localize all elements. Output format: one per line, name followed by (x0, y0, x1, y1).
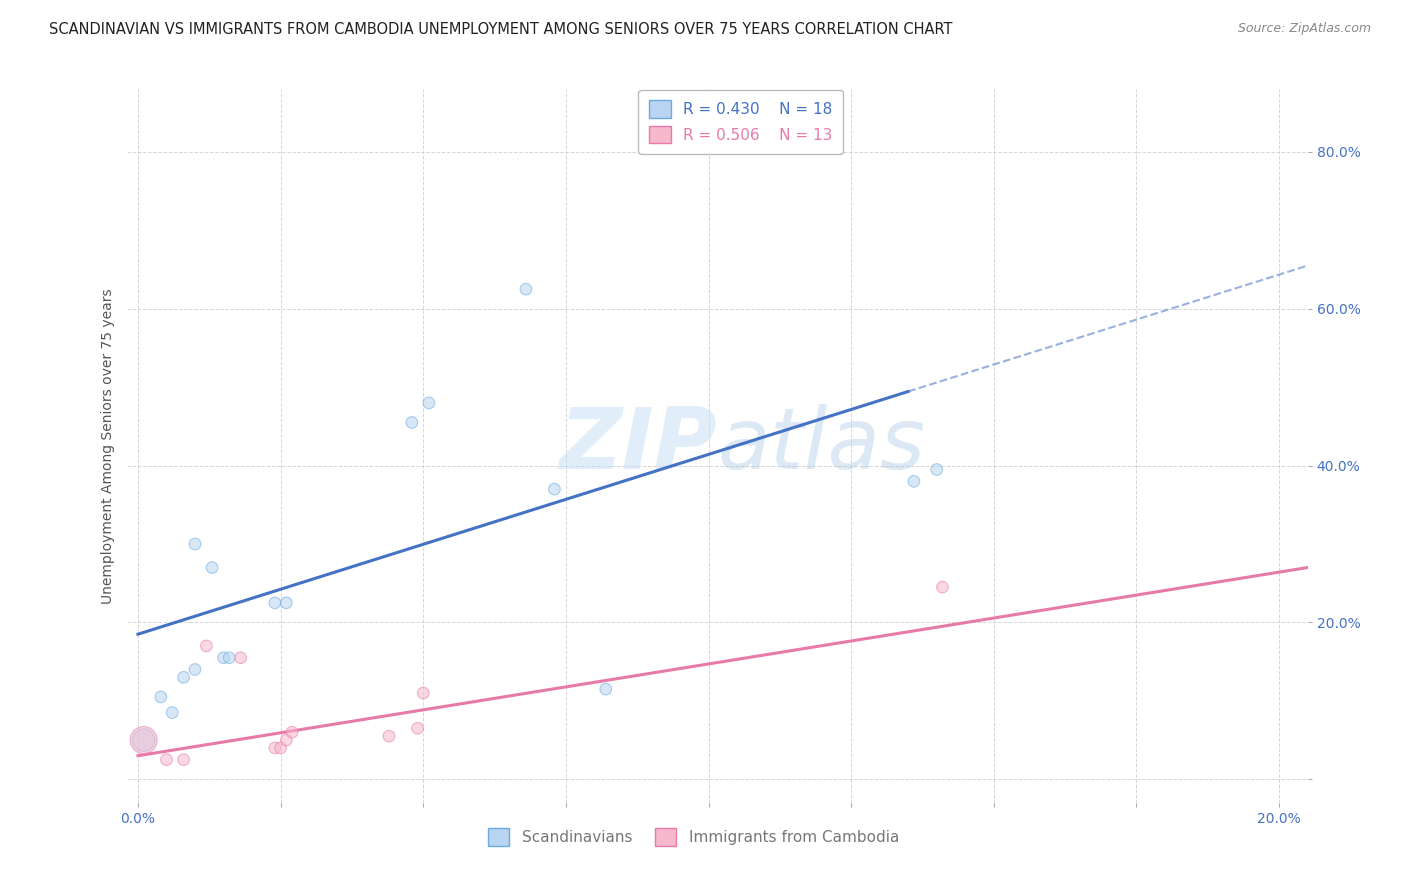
Point (270, 740, 292, 755)
Point (132, 733, 155, 747)
Point (218, 650, 240, 665)
Point (515, 282, 537, 296)
Point (903, 475, 925, 489)
Point (418, 396, 440, 410)
Text: SCANDINAVIAN VS IMMIGRANTS FROM CAMBODIA UNEMPLOYMENT AMONG SENIORS OVER 75 YEAR: SCANDINAVIAN VS IMMIGRANTS FROM CAMBODIA… (49, 22, 953, 37)
Point (412, 686, 434, 700)
Text: ZIP: ZIP (560, 404, 717, 488)
Point (184, 537, 207, 551)
Point (595, 682, 617, 697)
Point (281, 725, 304, 739)
Point (195, 639, 218, 653)
Point (543, 482, 565, 496)
Text: atlas: atlas (717, 404, 925, 488)
Point (264, 740, 287, 755)
Point (406, 721, 429, 735)
Text: Source: ZipAtlas.com: Source: ZipAtlas.com (1237, 22, 1371, 36)
Y-axis label: Unemployment Among Seniors over 75 years: Unemployment Among Seniors over 75 years (101, 288, 115, 604)
Point (173, 670, 195, 684)
Point (264, 596, 287, 610)
Point (401, 416, 423, 430)
Point (925, 462, 948, 476)
Point (229, 650, 252, 665)
Point (132, 733, 155, 747)
Point (276, 733, 298, 747)
Point (276, 596, 298, 610)
Point (212, 650, 235, 665)
Point (184, 663, 207, 677)
Legend: Scandinavians, Immigrants from Cambodia: Scandinavians, Immigrants from Cambodia (482, 822, 905, 852)
Point (378, 729, 401, 743)
Point (149, 690, 172, 704)
Point (155, 753, 177, 767)
Point (201, 560, 224, 574)
Point (160, 706, 183, 720)
Point (931, 580, 953, 594)
Point (173, 753, 195, 767)
